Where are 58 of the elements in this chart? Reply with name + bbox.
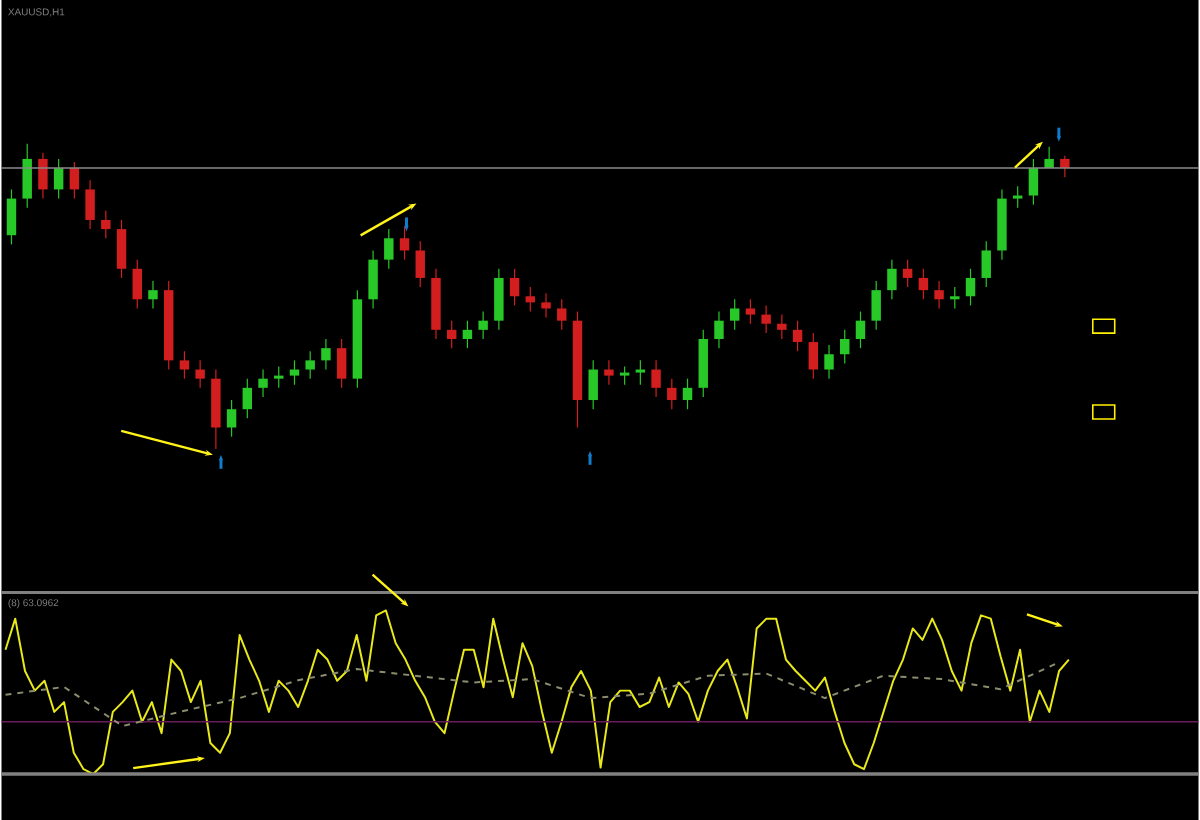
candlestick (855, 310, 866, 349)
candlestick (871, 280, 881, 331)
candlestick (132, 259, 142, 310)
candlestick (242, 378, 253, 419)
candlestick (258, 368, 268, 398)
candlestick (761, 304, 771, 334)
candlestick (195, 359, 205, 389)
candlestick (557, 298, 567, 331)
candlestick (950, 286, 960, 310)
candlestick (509, 268, 520, 307)
candlestick (179, 350, 190, 380)
candlestick (305, 350, 315, 380)
candlestick (729, 298, 740, 331)
candlestick (965, 268, 976, 307)
candlestick (651, 359, 661, 398)
candlestick (604, 359, 614, 386)
candlestick (777, 314, 787, 340)
candlestick (714, 310, 724, 349)
candlestick (494, 268, 504, 331)
candlestick (289, 359, 300, 386)
candlestick (619, 365, 630, 386)
candlestick (336, 338, 347, 389)
candlestick (462, 320, 473, 349)
candlestick (981, 240, 991, 288)
candlestick (840, 329, 850, 365)
candlestick (6, 188, 17, 245)
candlestick (148, 280, 158, 310)
candlestick (635, 359, 646, 386)
candlestick (541, 292, 551, 319)
candlestick (792, 320, 803, 352)
candlestick (934, 280, 944, 310)
candlestick (116, 219, 127, 279)
candlestick (918, 268, 929, 300)
candlestick (321, 338, 331, 371)
candlestick (384, 228, 394, 270)
candlestick (368, 249, 378, 310)
candlestick (588, 359, 598, 410)
candlestick (274, 365, 284, 389)
candlestick (887, 259, 897, 300)
candlestick (1028, 158, 1039, 206)
candlestick (22, 143, 32, 209)
candlestick (101, 210, 111, 239)
candlestick (415, 240, 425, 288)
candlestick (667, 378, 677, 410)
candlestick (745, 298, 756, 325)
candlestick (525, 286, 536, 313)
candlestick (1060, 155, 1070, 178)
candlestick (478, 310, 488, 340)
candlestick (824, 344, 834, 380)
candlestick (226, 399, 237, 438)
candlestick (69, 161, 80, 200)
candlestick (446, 320, 457, 349)
candlestick (808, 332, 819, 380)
candlestick (38, 152, 48, 200)
candlestick (682, 378, 693, 410)
candlestick (85, 179, 95, 230)
candlestick (1012, 185, 1023, 209)
candlestick (902, 259, 913, 288)
